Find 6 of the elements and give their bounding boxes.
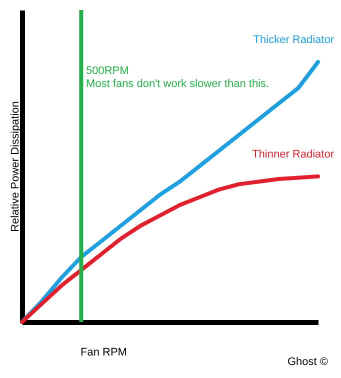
x-axis-title: Fan RPM <box>80 346 127 358</box>
annotation: 500RPM Most fans don't work slower than this. <box>86 65 270 90</box>
series-label: Thinner Radiator <box>252 148 334 160</box>
y-axis-title: Relative Power Dissipation <box>10 101 22 232</box>
text: Thicker Radiator <box>253 34 334 46</box>
text: Ghost © <box>287 356 328 368</box>
